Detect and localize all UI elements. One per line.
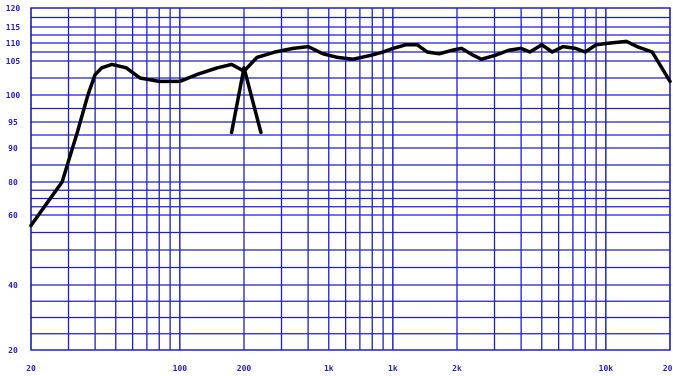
x-tick-label: 2k bbox=[452, 364, 462, 373]
data-point bbox=[179, 80, 181, 83]
data-point bbox=[256, 56, 258, 59]
y-tick-label: 90 bbox=[8, 144, 18, 153]
data-point bbox=[540, 44, 543, 46]
data-point bbox=[551, 51, 554, 53]
y-tick-label: 60 bbox=[8, 211, 18, 220]
data-point bbox=[307, 45, 309, 48]
data-point bbox=[139, 77, 141, 79]
y-tick-label: 80 bbox=[8, 178, 18, 187]
data-point bbox=[460, 47, 463, 50]
data-point bbox=[392, 47, 394, 50]
data-point bbox=[61, 181, 63, 183]
data-point bbox=[669, 80, 671, 83]
data-point bbox=[382, 51, 384, 53]
data-series bbox=[29, 39, 672, 228]
y-tick-label: 20 bbox=[8, 346, 18, 355]
data-point bbox=[87, 94, 89, 96]
data-point bbox=[493, 54, 496, 57]
data-point bbox=[405, 44, 407, 46]
data-point bbox=[609, 42, 612, 44]
data-point bbox=[369, 54, 371, 57]
y-axis-ticks: 20 40 60 80 90 95 100 105 110 115 120 bbox=[6, 4, 21, 355]
y-tick-label: 105 bbox=[6, 57, 21, 66]
data-point bbox=[230, 131, 233, 134]
y-tick-label: 100 bbox=[6, 91, 21, 100]
data-point bbox=[76, 131, 79, 134]
x-tick-label: 20 bbox=[26, 364, 36, 373]
data-point bbox=[216, 67, 219, 69]
data-point bbox=[47, 201, 49, 203]
data-point bbox=[574, 47, 577, 50]
data-point bbox=[195, 73, 198, 76]
y-tick-label: 95 bbox=[8, 118, 18, 127]
x-tick-label: 10k bbox=[599, 364, 614, 373]
x-tick-label: 1k bbox=[388, 364, 398, 373]
x-axis-ticks: 20 100 200 1k 1k 2k 10k 20k bbox=[26, 364, 673, 373]
data-point bbox=[94, 73, 96, 76]
data-point bbox=[322, 53, 324, 55]
data-point bbox=[625, 40, 628, 43]
x-tick-label: 20k bbox=[663, 364, 673, 373]
data-point bbox=[636, 45, 638, 48]
data-point bbox=[292, 47, 294, 50]
data-point bbox=[352, 58, 354, 60]
data-point bbox=[125, 67, 128, 69]
data-point bbox=[243, 67, 245, 69]
x-tick-label: 100 bbox=[173, 364, 188, 373]
data-point bbox=[595, 44, 597, 46]
y-tick-label: 40 bbox=[8, 281, 18, 290]
data-point bbox=[529, 51, 531, 53]
data-point bbox=[507, 49, 510, 51]
data-point bbox=[480, 58, 483, 60]
data-point bbox=[520, 47, 522, 50]
data-point bbox=[438, 53, 441, 55]
data-point bbox=[416, 44, 418, 46]
data-point bbox=[584, 51, 587, 53]
data-point bbox=[101, 67, 103, 69]
data-point bbox=[562, 45, 564, 48]
y-tick-label: 120 bbox=[6, 4, 21, 13]
data-point bbox=[651, 51, 654, 53]
data-point bbox=[473, 54, 475, 57]
data-point bbox=[230, 63, 233, 66]
y-tick-label: 115 bbox=[6, 23, 21, 32]
data-point bbox=[111, 63, 113, 66]
data-point bbox=[30, 224, 32, 227]
data-point bbox=[336, 56, 339, 59]
x-tick-label: 200 bbox=[237, 364, 252, 373]
data-point bbox=[158, 80, 161, 83]
data-point bbox=[274, 51, 276, 53]
data-point bbox=[451, 49, 454, 51]
data-point bbox=[260, 131, 262, 134]
data-point bbox=[426, 51, 429, 53]
y-tick-label: 110 bbox=[6, 39, 21, 48]
x-tick-label: 1k bbox=[324, 364, 334, 373]
